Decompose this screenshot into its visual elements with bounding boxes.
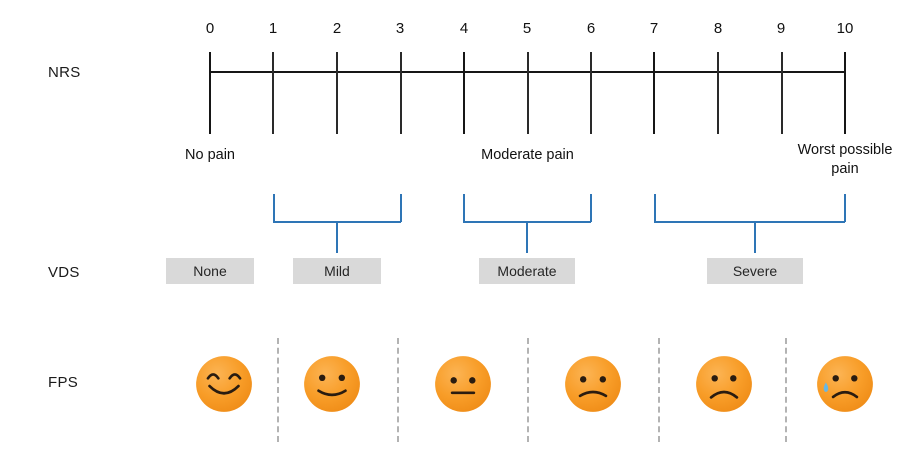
nrs-number-2: 2 xyxy=(332,20,342,37)
nrs-tick-7 xyxy=(653,52,655,134)
row-label-nrs: NRS xyxy=(48,64,81,81)
nrs-number-0: 0 xyxy=(205,20,215,37)
slight-smile-face-icon xyxy=(304,356,360,412)
row-label-vds: VDS xyxy=(48,264,80,281)
nrs-number-8: 8 xyxy=(713,20,723,37)
vds-bracket-mild-left xyxy=(273,194,275,222)
vds-bracket-severe-right xyxy=(844,194,846,222)
nrs-tick-10 xyxy=(844,52,846,134)
nrs-tick-6 xyxy=(590,52,592,134)
nrs-tick-4 xyxy=(463,52,465,134)
vds-box-severe: Severe xyxy=(707,258,803,284)
vds-bracket-severe-left xyxy=(654,194,656,222)
nrs-number-1: 1 xyxy=(268,20,278,37)
smiling-face-icon xyxy=(196,356,252,412)
nrs-tick-2 xyxy=(336,52,338,134)
fps-separator-1 xyxy=(277,338,279,442)
nrs-number-4: 4 xyxy=(459,20,469,37)
vds-bracket-mild-right xyxy=(400,194,402,222)
fps-separator-4 xyxy=(658,338,660,442)
vds-bracket-severe-stem xyxy=(754,221,756,253)
neutral-face-icon xyxy=(435,356,491,412)
anchor-worst-possible-pain: Worst possible pain xyxy=(797,142,893,177)
vds-box-moderate: Moderate xyxy=(479,258,575,284)
nrs-number-6: 6 xyxy=(586,20,596,37)
nrs-tick-3 xyxy=(400,52,402,134)
anchor-no-pain: No pain xyxy=(185,147,235,163)
nrs-number-7: 7 xyxy=(649,20,659,37)
nrs-number-3: 3 xyxy=(395,20,405,37)
frowning-face-icon xyxy=(696,356,752,412)
fps-separator-5 xyxy=(785,338,787,442)
fps-separator-3 xyxy=(527,338,529,442)
nrs-tick-8 xyxy=(717,52,719,134)
vds-bracket-moderate-right xyxy=(590,194,592,222)
row-label-fps: FPS xyxy=(48,374,79,391)
nrs-number-10: 10 xyxy=(836,20,854,37)
nrs-tick-5 xyxy=(527,52,529,134)
vds-bracket-severe-span xyxy=(654,221,845,223)
nrs-number-9: 9 xyxy=(776,20,786,37)
vds-bracket-moderate-stem xyxy=(526,221,528,253)
nrs-number-5: 5 xyxy=(522,20,532,37)
vds-box-mild: Mild xyxy=(293,258,381,284)
vds-bracket-mild-stem xyxy=(336,221,338,253)
slight-frown-face-icon xyxy=(565,356,621,412)
vds-bracket-moderate-left xyxy=(463,194,465,222)
nrs-tick-9 xyxy=(781,52,783,134)
fps-separator-2 xyxy=(397,338,399,442)
nrs-tick-0 xyxy=(209,52,211,134)
vds-box-none: None xyxy=(166,258,254,284)
crying-face-icon xyxy=(817,356,873,412)
tear-icon xyxy=(823,382,829,393)
anchor-moderate-pain: Moderate pain xyxy=(481,147,574,163)
nrs-tick-1 xyxy=(272,52,274,134)
